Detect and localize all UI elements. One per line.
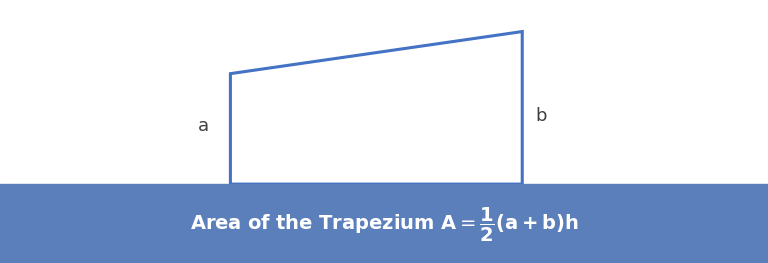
Polygon shape xyxy=(230,32,522,184)
Text: $\mathbf{Area\ of\ the\ Trapezium\ A} = \dfrac{\mathbf{1}}{\mathbf{2}}\mathbf{(a: $\mathbf{Area\ of\ the\ Trapezium\ A} = … xyxy=(190,206,578,244)
Text: a: a xyxy=(198,117,209,135)
Bar xyxy=(0,184,768,263)
Text: h: h xyxy=(371,204,382,222)
Text: b: b xyxy=(536,107,547,125)
